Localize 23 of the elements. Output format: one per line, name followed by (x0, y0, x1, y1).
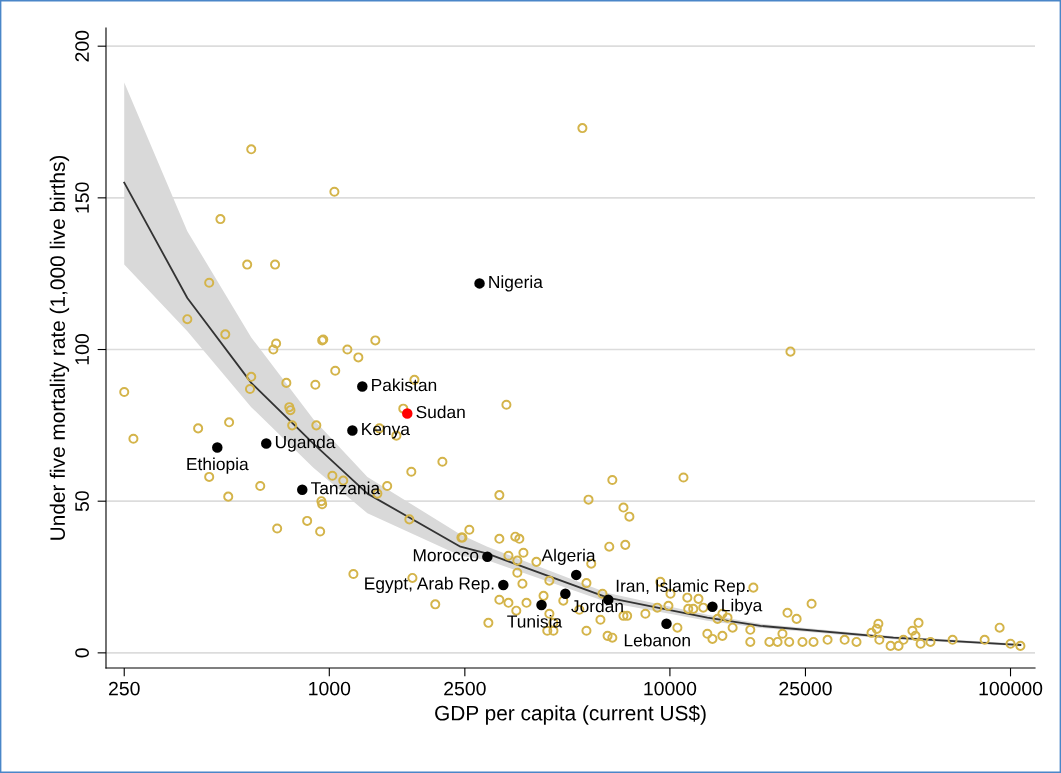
x-tick-label: 10000 (644, 681, 697, 696)
annotation: Pakistan (372, 378, 437, 392)
y-tick-label: 100 (75, 334, 89, 365)
x-axis-title: GDP per capita (current US$) (435, 704, 706, 725)
y-axis-title: Under five mortality rate (1,000 live births) (49, 155, 70, 540)
annotation: Sudan (416, 405, 465, 419)
annotation: Algeria (541, 548, 596, 565)
y-tick-label: 50 (75, 491, 89, 512)
annotation: Egypt, Arab Rep. (365, 576, 494, 593)
x-tick-label: 25000 (779, 681, 832, 696)
annotation: Lebanon (624, 633, 690, 647)
x-tick-label: 1000 (309, 681, 351, 696)
x-tick-label: 2500 (444, 681, 486, 696)
annotation: Morocco (413, 549, 479, 562)
y-tick-label: 200 (75, 30, 89, 62)
x-tick-label: 100000 (979, 681, 1043, 696)
annotation: Libya (722, 598, 763, 615)
annotation: Nigeria (489, 275, 543, 292)
annotation: Ethiopia (187, 457, 249, 474)
y-tick-label: 150 (75, 182, 89, 213)
y-tick-label: 0 (75, 648, 89, 658)
annotation: Iran, Islamic Rep. (616, 579, 749, 596)
x-tick-label: 250 (108, 681, 140, 696)
